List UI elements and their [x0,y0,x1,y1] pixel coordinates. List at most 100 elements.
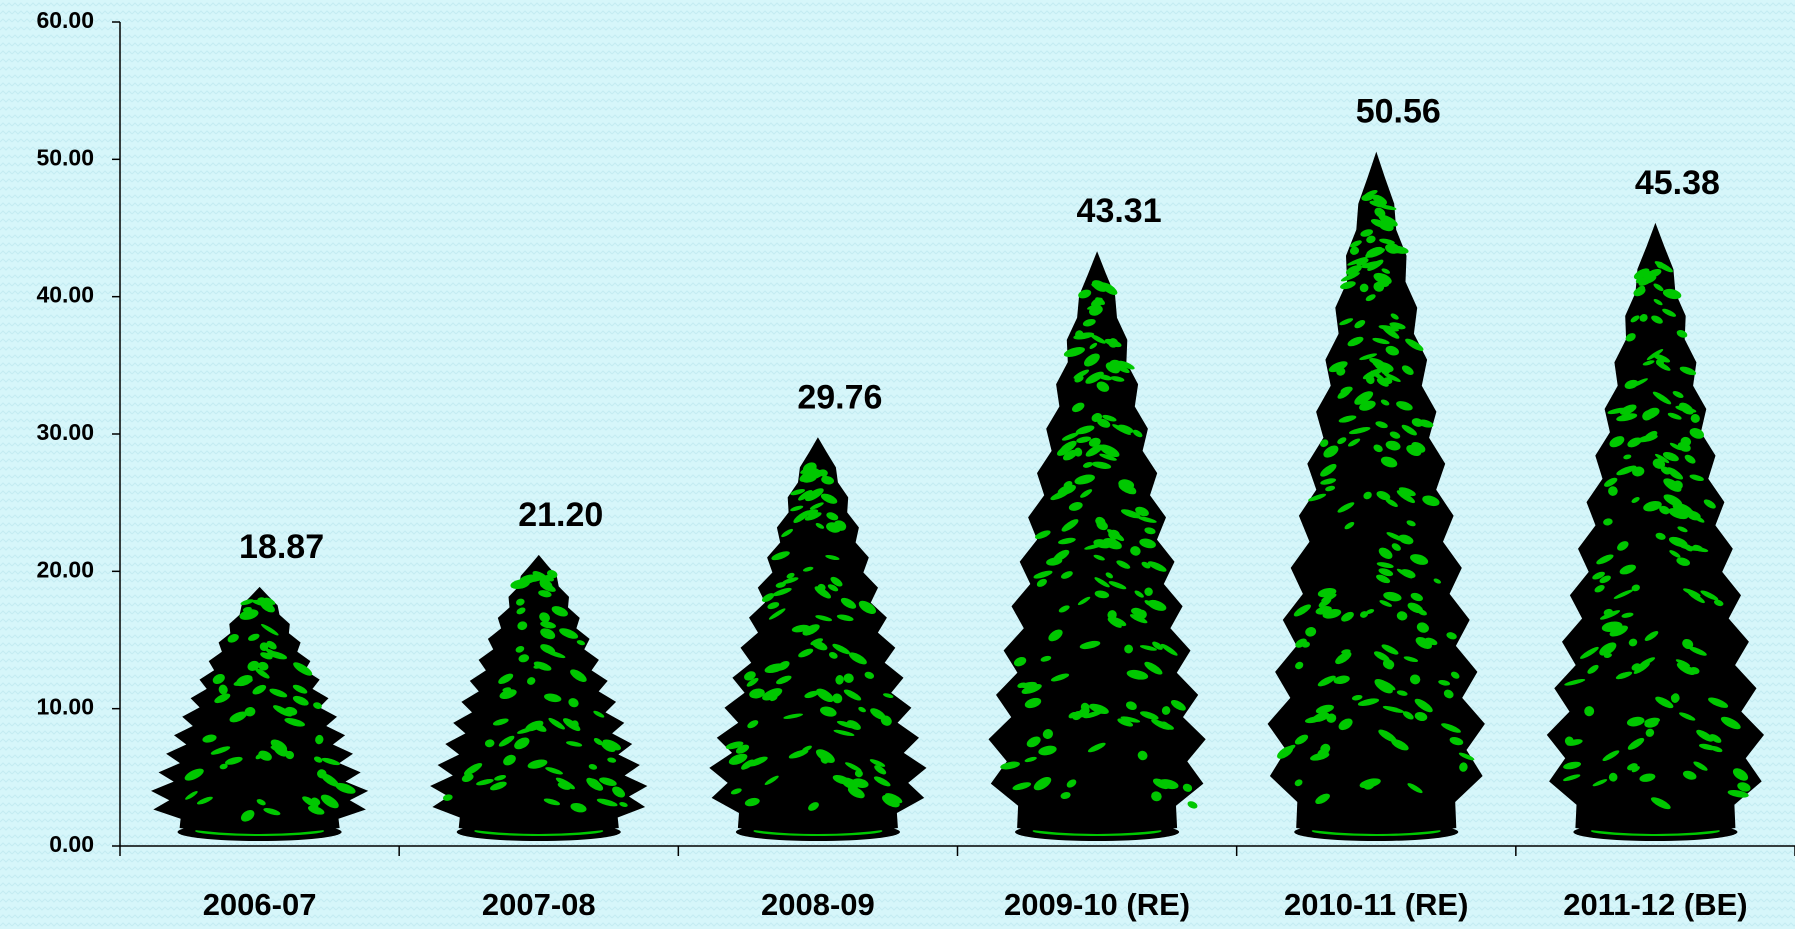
tree-foliage [1644,717,1660,725]
tree-foliage [819,706,837,717]
tree-foliage [1422,495,1440,507]
tree-foliage [1563,761,1582,770]
tree-foliage [1325,485,1336,492]
tree-foliage [196,796,213,805]
tree-foliage [1401,365,1414,375]
tree-foliage [1078,289,1092,299]
tree-foliage [1629,378,1648,388]
tree-foliage [1385,440,1401,451]
tree-foliage [320,794,339,809]
tree-foliage [1396,568,1413,579]
tree-foliage [1713,599,1724,607]
tree-foliage [1381,680,1396,691]
tree-foliage [1373,281,1385,292]
tree-foliage [1356,258,1369,266]
tree-foliage [1410,554,1429,565]
tree-foliage [1374,361,1394,373]
tree-foliage [851,778,869,788]
tree-foliage [239,609,259,620]
x-tick-label: 2006-07 [203,887,317,922]
tree-foliage [873,776,891,787]
tree-foliage [1603,518,1613,526]
tree-foliage [1652,458,1666,469]
tree-foliage [1391,543,1401,551]
tree-foliage [1147,599,1167,611]
tree-foliage [1642,360,1655,366]
tree-foliage [1389,322,1406,330]
tree-foliage [1682,638,1694,650]
tree-foliage [802,468,816,480]
tree-foliage [185,791,198,800]
tree-foliage [1662,308,1677,317]
tree-foliage [767,602,780,610]
tree-foliage [798,490,813,501]
tree-foliage [1672,480,1683,490]
tree-foliage [1091,413,1103,422]
x-tick-label: 2009-10 (RE) [1004,887,1190,922]
tree-foliage [1120,716,1141,723]
tree-foliage [1107,617,1122,628]
tree-foliage [1094,577,1110,588]
tree-foliage [804,512,822,521]
tree-foliage [1619,564,1636,575]
tree-foliage [815,749,835,763]
tree-foliage [593,737,603,746]
tree-foliage [1344,521,1355,530]
tree-foliage [570,802,587,813]
y-tick-label: 20.00 [36,556,94,582]
tree-foliage [1608,486,1618,496]
tree-foliage [247,660,260,671]
tree-foliage [442,794,453,801]
tree-foliage [1584,706,1595,717]
tree-foliage [1315,704,1334,714]
tree-foliage [1074,447,1083,457]
tree-foliage [843,689,862,701]
value-label: 45.38 [1635,164,1720,202]
tree-foliage [1411,441,1426,453]
tree-foliage [1365,294,1376,302]
tree-foliage [1398,534,1414,545]
value-label: 50.56 [1356,93,1441,131]
tree-foliage [1379,600,1392,607]
tree-foliage [265,648,278,657]
tree-foliage [1592,571,1605,580]
tree [1267,151,1485,841]
tree-foliage [1405,338,1424,351]
tree-foliage [1608,772,1618,782]
tree-foliage [786,572,795,579]
tree-foliage [1602,750,1620,762]
tree-foliage [514,737,530,750]
tree-foliage [846,720,861,731]
tree-foliage [802,566,814,572]
x-tick-label: 2007-08 [482,887,596,922]
tree-foliage [1130,546,1141,556]
tree-foliage [1092,461,1112,469]
tree-foliage [804,690,819,699]
tree-foliage [1038,745,1057,756]
tree-foliage [1406,520,1416,527]
tree-foliage [825,554,840,561]
tree-foliage [854,769,863,778]
tree-foliage [292,695,309,706]
tree-foliage [538,590,552,598]
tree-foliage [845,762,862,772]
tree-foliage [1144,661,1163,675]
tree-foliage [1378,568,1394,577]
tree-foliage [1382,326,1400,339]
x-tick-label: 2011-12 (BE) [1563,887,1747,922]
tree-foliage [293,662,313,676]
tree-foliage [882,794,900,808]
tree-foliage [202,734,217,743]
tree [151,586,369,841]
tree-foliage [1633,287,1646,297]
tree-foliage [1407,783,1423,794]
tree-foliage [1364,190,1378,197]
tree-foliage [1320,478,1337,485]
tree-foliage [1669,442,1682,451]
tree-foliage [1383,591,1402,602]
tree-foliage [1401,424,1417,436]
tree-foliage [1678,402,1694,415]
tree-foliage [1414,711,1428,722]
tree-foliage [1410,592,1423,602]
bar [151,586,369,834]
